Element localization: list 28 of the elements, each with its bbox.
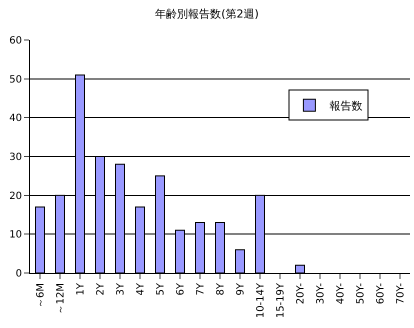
y-tick-label: 0: [16, 268, 22, 280]
x-tick-label: 50Y-: [355, 282, 366, 304]
x-tick-label: 20Y-: [295, 282, 306, 304]
x-tick-label: 9Y: [235, 282, 246, 296]
x-tick-label: 6Y: [175, 282, 186, 296]
y-tick-label: 60: [9, 36, 22, 46]
x-tick-label: 7Y: [195, 282, 206, 296]
chart-title: 年齢別報告数(第2週): [155, 8, 259, 21]
x-tick-label: 60Y-: [375, 282, 386, 304]
y-tick-label: 40: [9, 113, 22, 124]
x-tick-label: 10-14Y: [255, 282, 266, 318]
x-tick-label: 2Y: [95, 282, 106, 296]
y-tick-label: 20: [9, 190, 22, 202]
x-tick-label: 70Y-: [395, 282, 406, 304]
x-tick-label: 1Y: [75, 282, 86, 296]
x-tick-label: 3Y: [115, 282, 126, 296]
y-tick-label: 50: [9, 74, 22, 86]
x-tick-label: 40Y-: [335, 282, 346, 304]
x-tick-label: 8Y: [215, 282, 226, 296]
legend-label: 報告数: [329, 100, 362, 113]
x-tick-label: 4Y: [135, 282, 146, 296]
y-tick-label: 30: [9, 152, 22, 163]
x-tick-label: ～6M: [35, 283, 46, 308]
x-tick-label: 30Y-: [315, 282, 326, 304]
y-tick-label: 10: [9, 230, 22, 241]
x-tick-label: ～12M: [55, 283, 66, 314]
x-tick-label: 5Y: [155, 282, 166, 296]
x-tick-label: 15-19Y: [275, 282, 286, 318]
